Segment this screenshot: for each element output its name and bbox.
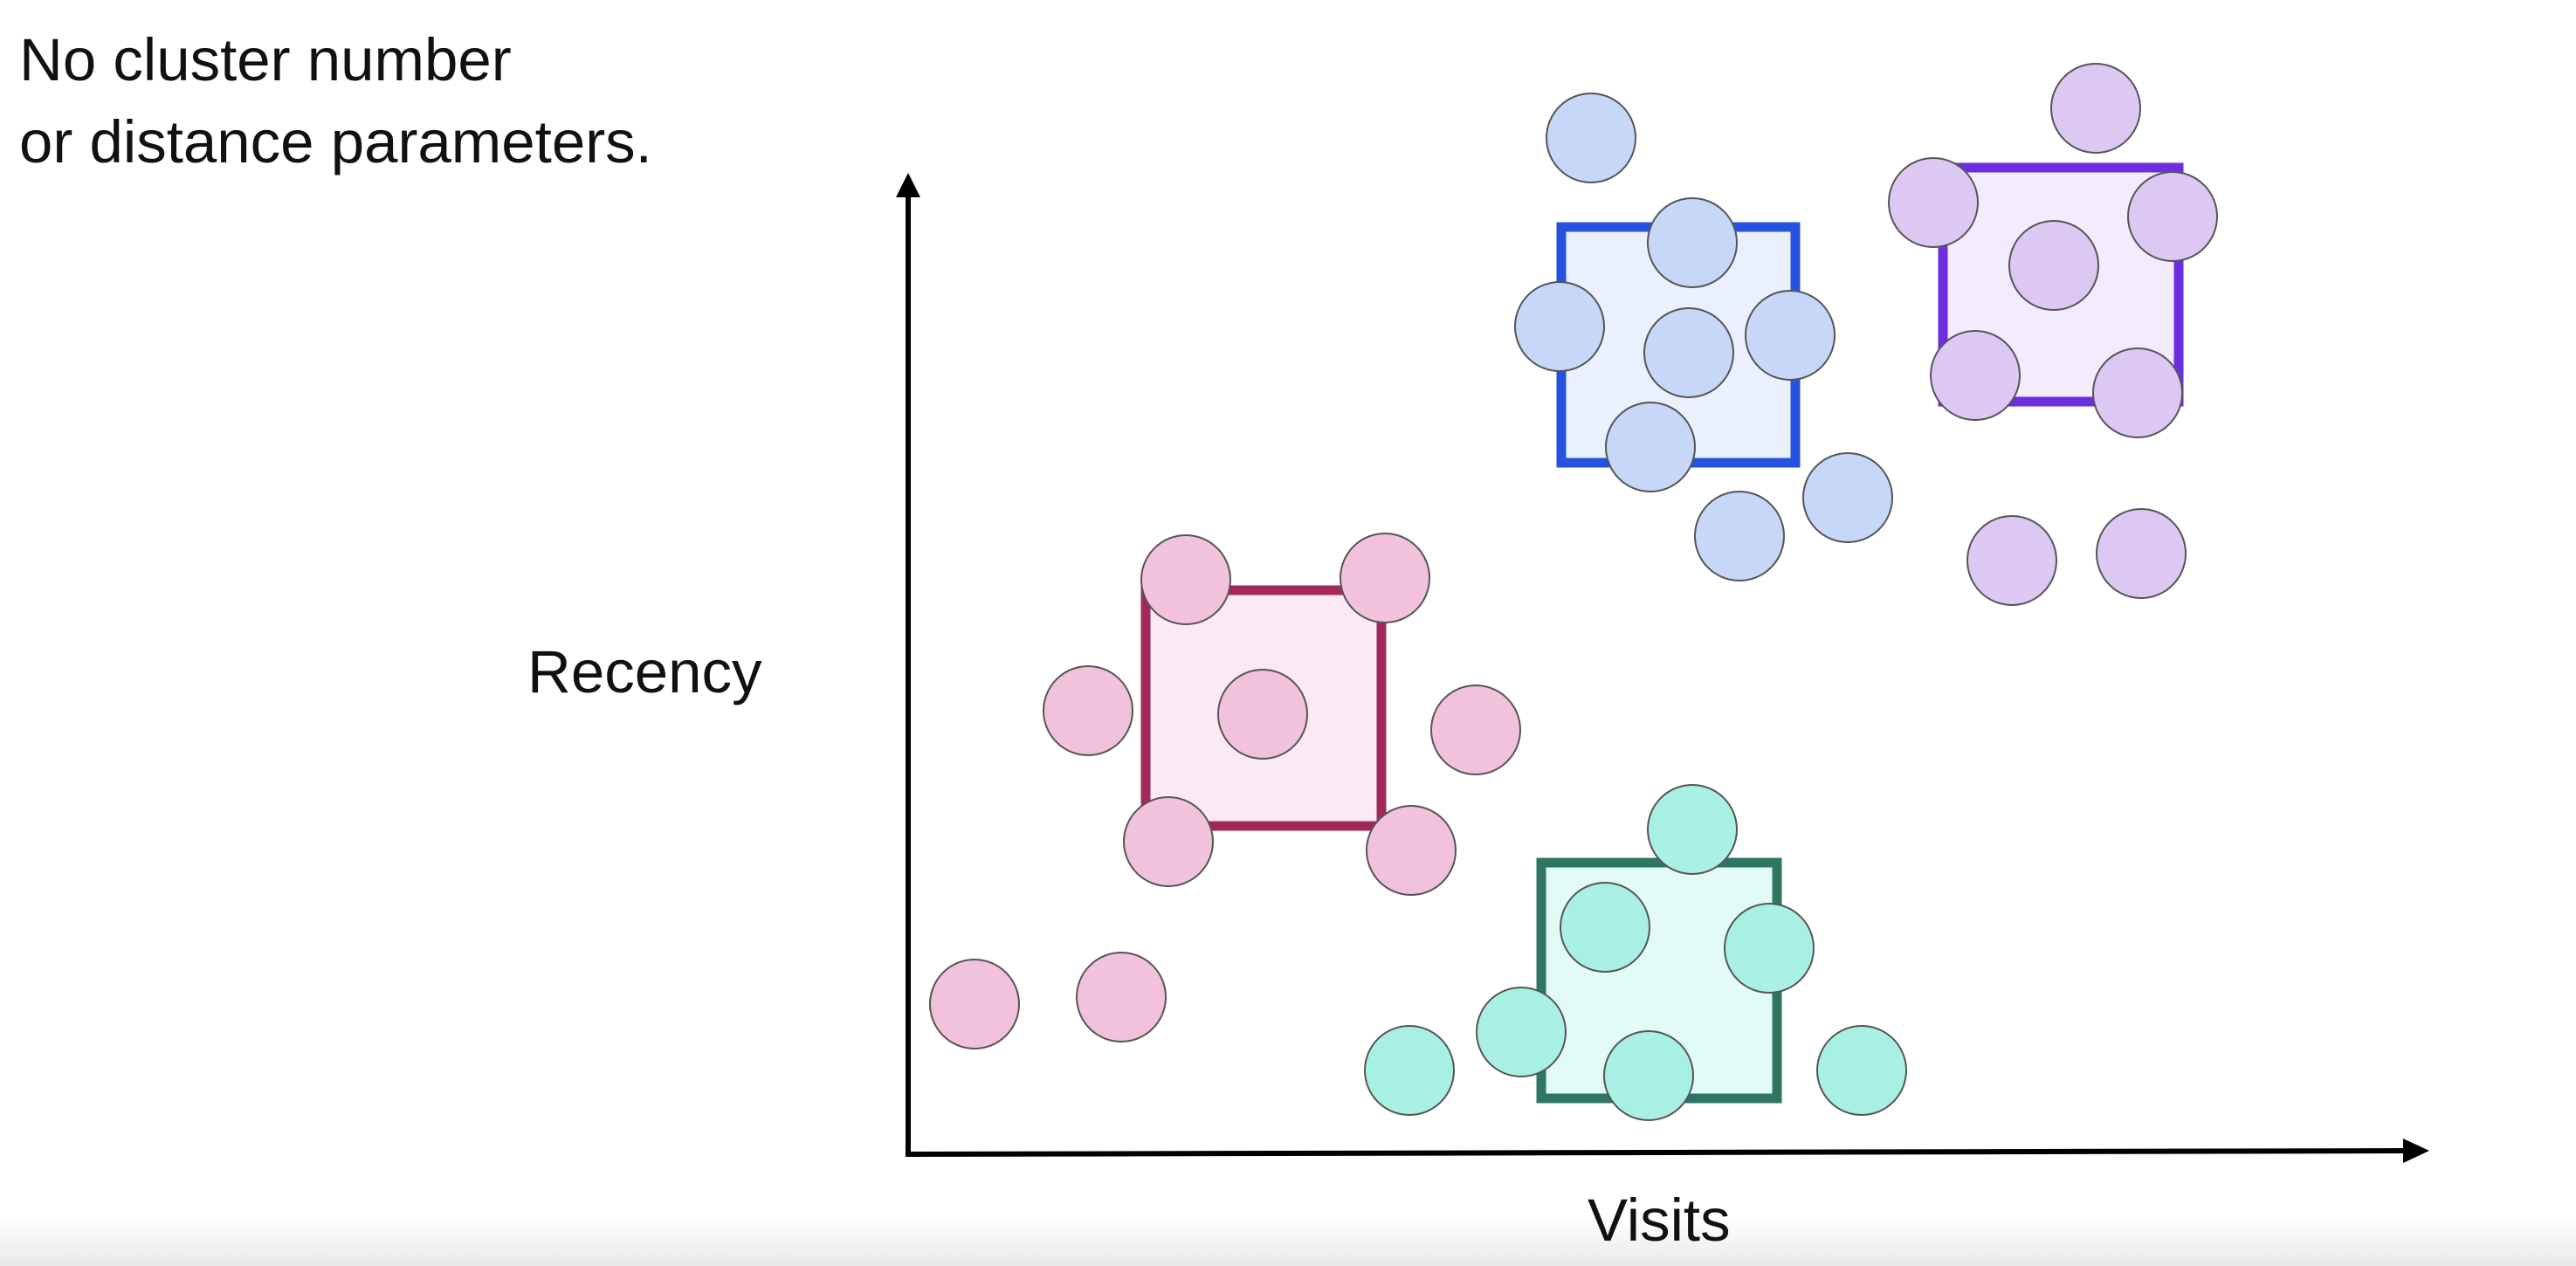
data-point [1694,491,1785,581]
x-axis-line [905,1148,2407,1157]
data-point [1643,307,1734,398]
caption-line-1: No cluster number [19,26,512,93]
data-point [1476,987,1567,1077]
data-point [1888,157,1979,248]
data-point [1043,665,1133,756]
data-point [1140,534,1231,625]
data-point [1514,281,1605,372]
data-point [1724,903,1815,994]
data-point [1816,1025,1907,1116]
y-axis-arrowhead [896,173,920,197]
data-point [2096,508,2187,599]
y-axis-label: Recency [527,638,762,705]
data-point [1603,1030,1694,1121]
data-point [1560,882,1650,973]
caption-line-2: or distance parameters. [19,108,652,175]
cluster-boxes [1140,162,2184,1104]
data-point [1745,290,1836,381]
data-point [1930,330,2021,421]
x-axis-arrowhead [2403,1139,2429,1163]
data-point [2127,171,2218,262]
data-point [1605,402,1696,492]
data-point [1802,452,1893,543]
data-point [1364,1025,1455,1116]
data-point [1217,669,1308,760]
diagram-caption: No cluster number or distance parameters… [19,19,652,183]
data-point [1340,533,1430,623]
data-point [929,959,1020,1049]
x-axis-label: Visits [1588,1187,1731,1254]
data-point [2092,347,2183,438]
bottom-band [0,1217,2576,1266]
data-point [1123,796,1214,887]
data-point [1647,197,1738,288]
data-point [1966,515,2057,606]
data-point [1647,784,1738,875]
data-point [1076,952,1167,1042]
data-point [1430,685,1521,775]
data-point [2008,220,2099,311]
data-point [1546,93,1636,183]
data-point [2050,63,2141,154]
data-points [929,63,2218,1121]
axes [896,173,2429,1163]
data-point [1366,805,1457,896]
